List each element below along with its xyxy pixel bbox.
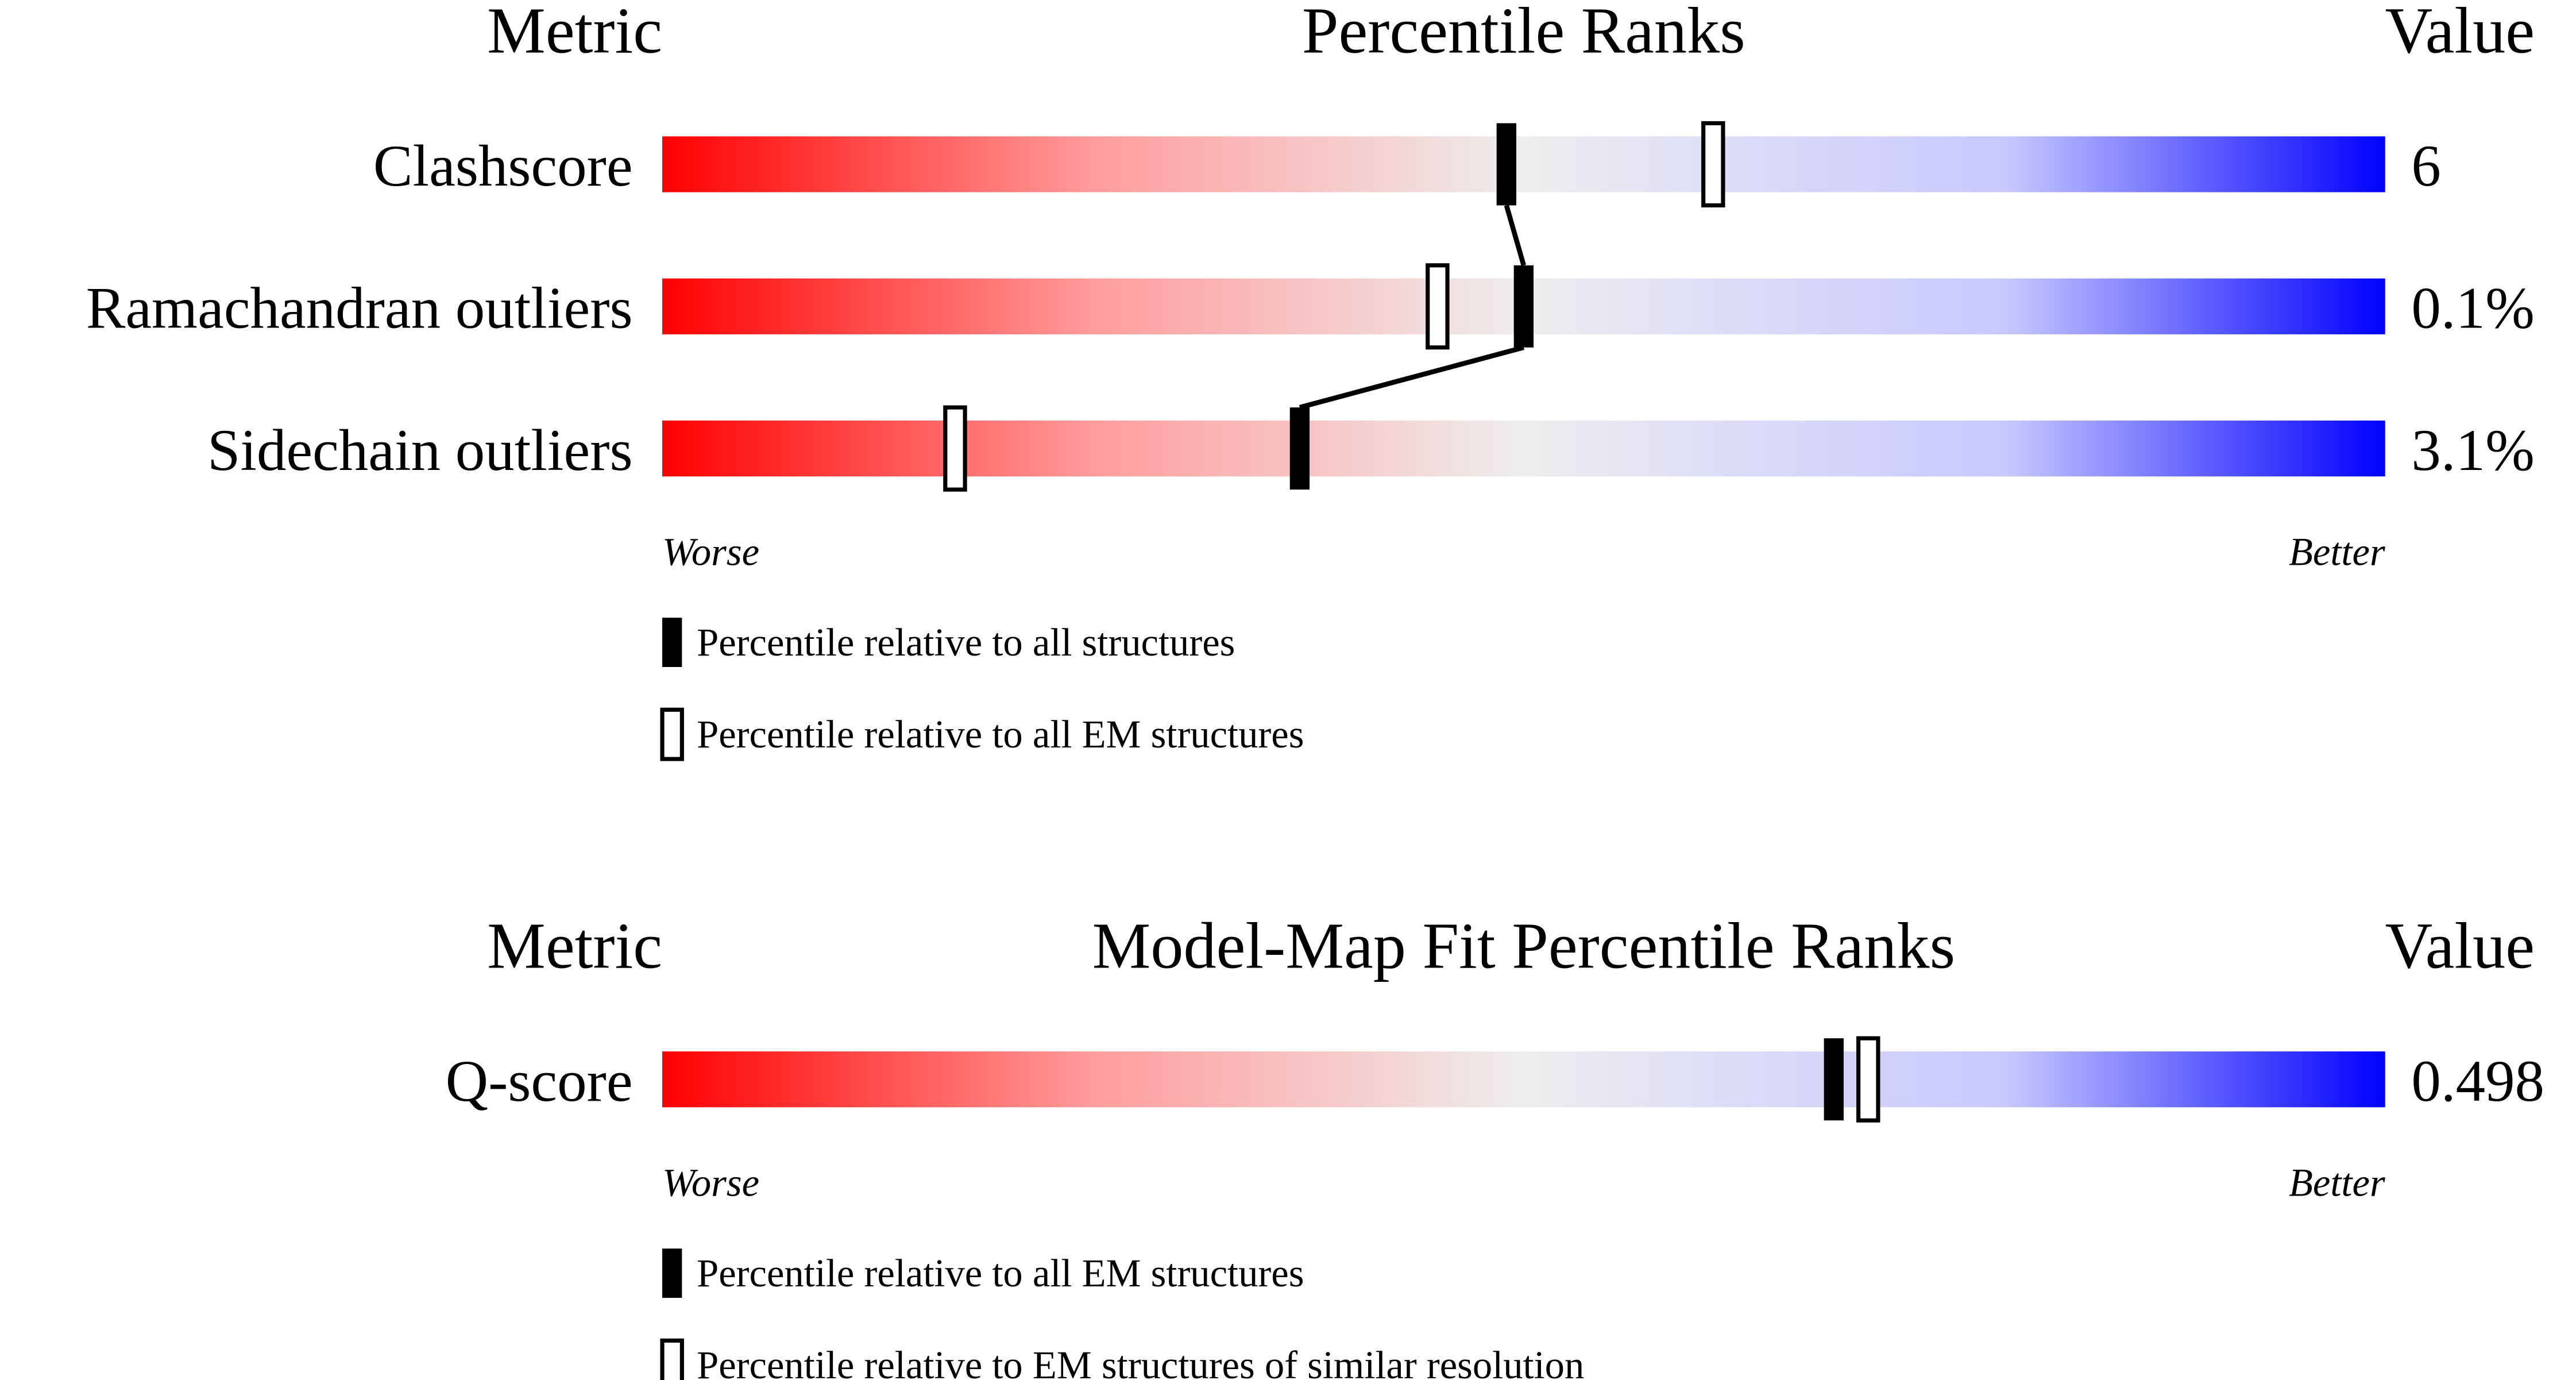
metric-value: 3.1% [2411, 418, 2534, 483]
metric-header: Metric [487, 909, 662, 982]
better-label: Better [2289, 530, 2385, 574]
percentile-marker [1496, 123, 1517, 206]
slider-bar [662, 136, 2385, 192]
legend-marker [660, 1338, 684, 1380]
percentile-marker [943, 405, 967, 492]
worse-label: Worse [662, 530, 759, 574]
metric-label: Q-score [446, 1049, 633, 1114]
legend-marker [662, 618, 682, 667]
metric-label: Sidechain outliers [207, 418, 632, 483]
slider-bar [662, 421, 2385, 477]
legend-marker [660, 707, 684, 761]
metric-value: 0.498 [2411, 1049, 2544, 1114]
legend-label: Percentile relative to EM structures of … [697, 1343, 1584, 1380]
metric-value: 0.1% [2411, 275, 2534, 341]
percentile-marker [1824, 1038, 1844, 1121]
value-header: Value [2385, 0, 2535, 67]
worse-label: Worse [662, 1161, 759, 1205]
percentile-marker [1856, 1036, 1880, 1123]
legend-marker [662, 1248, 682, 1298]
legend-label: Percentile relative to all EM structures [697, 712, 1304, 756]
chart-title: Model-Map Fit Percentile Ranks [1092, 909, 1956, 982]
percentile-marker [1513, 265, 1534, 348]
legend-label: Percentile relative to all structures [697, 620, 1235, 664]
metric-label: Clashscore [373, 133, 633, 199]
value-header: Value [2385, 909, 2535, 982]
slider-bar [662, 1051, 2385, 1108]
percentile-marker [1701, 121, 1725, 208]
percentile-marker [1426, 263, 1450, 350]
metric-label: Ramachandran outliers [86, 275, 633, 341]
connector [1504, 205, 1526, 266]
metric-header: Metric [487, 0, 662, 67]
connector [1299, 345, 1524, 410]
legend-label: Percentile relative to all EM structures [697, 1251, 1304, 1295]
chart-title: Percentile Ranks [1302, 0, 1745, 67]
percentile-marker [1289, 407, 1310, 490]
better-label: Better [2289, 1161, 2385, 1205]
metric-value: 6 [2411, 133, 2440, 199]
